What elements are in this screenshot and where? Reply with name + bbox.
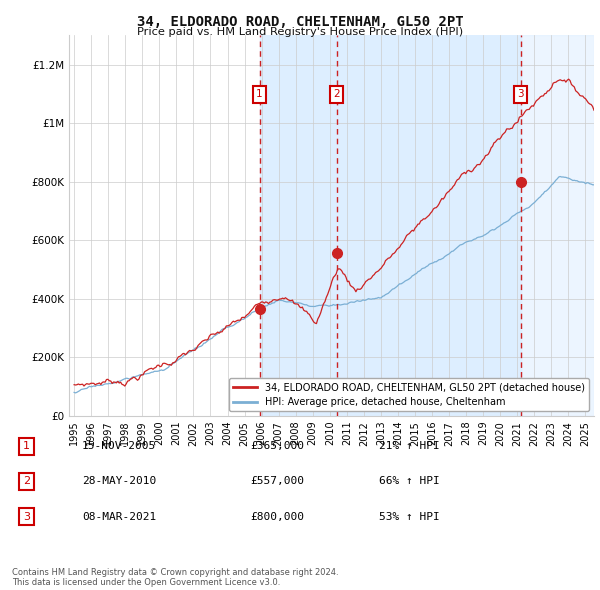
Text: 15-NOV-2005: 15-NOV-2005 xyxy=(82,441,156,451)
Text: 2: 2 xyxy=(23,477,30,486)
Text: 28-MAY-2010: 28-MAY-2010 xyxy=(82,477,156,486)
Text: 53% ↑ HPI: 53% ↑ HPI xyxy=(379,512,439,522)
Text: 21% ↑ HPI: 21% ↑ HPI xyxy=(379,441,439,451)
Text: Contains HM Land Registry data © Crown copyright and database right 2024.
This d: Contains HM Land Registry data © Crown c… xyxy=(12,568,338,587)
Bar xyxy=(260,35,337,416)
Bar xyxy=(337,35,521,416)
Text: £365,000: £365,000 xyxy=(251,441,305,451)
Text: 1: 1 xyxy=(23,441,30,451)
Text: Price paid vs. HM Land Registry's House Price Index (HPI): Price paid vs. HM Land Registry's House … xyxy=(137,27,463,37)
Text: 3: 3 xyxy=(23,512,30,522)
Bar xyxy=(521,35,594,416)
Text: 66% ↑ HPI: 66% ↑ HPI xyxy=(379,477,439,486)
Text: 2: 2 xyxy=(334,90,340,99)
Text: 3: 3 xyxy=(517,90,524,99)
Text: 1: 1 xyxy=(256,90,263,99)
Legend: 34, ELDORADO ROAD, CHELTENHAM, GL50 2PT (detached house), HPI: Average price, de: 34, ELDORADO ROAD, CHELTENHAM, GL50 2PT … xyxy=(229,378,589,411)
Text: 08-MAR-2021: 08-MAR-2021 xyxy=(82,512,156,522)
Text: 34, ELDORADO ROAD, CHELTENHAM, GL50 2PT: 34, ELDORADO ROAD, CHELTENHAM, GL50 2PT xyxy=(137,15,463,29)
Text: £557,000: £557,000 xyxy=(251,477,305,486)
Text: £800,000: £800,000 xyxy=(251,512,305,522)
